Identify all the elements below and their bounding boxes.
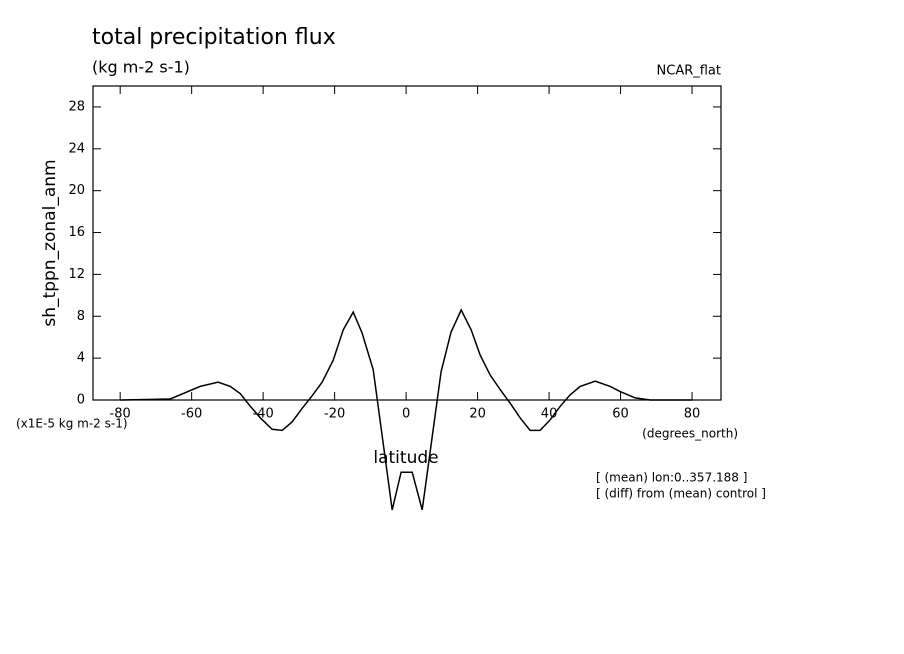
y-tick-label: 20 xyxy=(68,183,85,198)
y-tick-label: 28 xyxy=(68,99,85,114)
note: [ (diff) from (mean) control ] xyxy=(596,487,766,501)
y-tick-label: 0 xyxy=(77,393,85,408)
data-line xyxy=(120,308,692,511)
x-units: (degrees_north) xyxy=(642,427,738,441)
y-tick-label: 24 xyxy=(68,141,85,156)
x-tick-label: 40 xyxy=(541,407,558,422)
x-tick-label: -60 xyxy=(181,407,202,422)
y-tick-label: 8 xyxy=(77,309,85,324)
x-tick-label: -20 xyxy=(324,407,345,422)
x-tick-label: 20 xyxy=(469,407,486,422)
x-tick-label: -80 xyxy=(110,407,131,422)
note: [ (mean) lon:0..357.188 ] xyxy=(596,471,747,485)
y-tick-label: 12 xyxy=(68,267,85,282)
x-tick-label: 60 xyxy=(612,407,629,422)
x-axis-label: latitude xyxy=(373,448,438,468)
y-tick-label: 16 xyxy=(68,225,85,240)
style-label: NCAR_flat xyxy=(657,64,721,79)
plot-frame xyxy=(92,85,722,401)
chart-subtitle: (kg m-2 s-1) xyxy=(92,58,190,77)
y-tick-label: 4 xyxy=(77,351,85,366)
y-units: (x1E-5 kg m-2 s-1) xyxy=(16,417,128,431)
y-axis-label: sh_tppn_zonal_anm xyxy=(40,159,60,326)
chart-title: total precipitation flux xyxy=(92,25,336,50)
x-tick-label: 80 xyxy=(684,407,701,422)
x-tick-label: -40 xyxy=(253,407,274,422)
x-tick-label: 0 xyxy=(402,407,410,422)
